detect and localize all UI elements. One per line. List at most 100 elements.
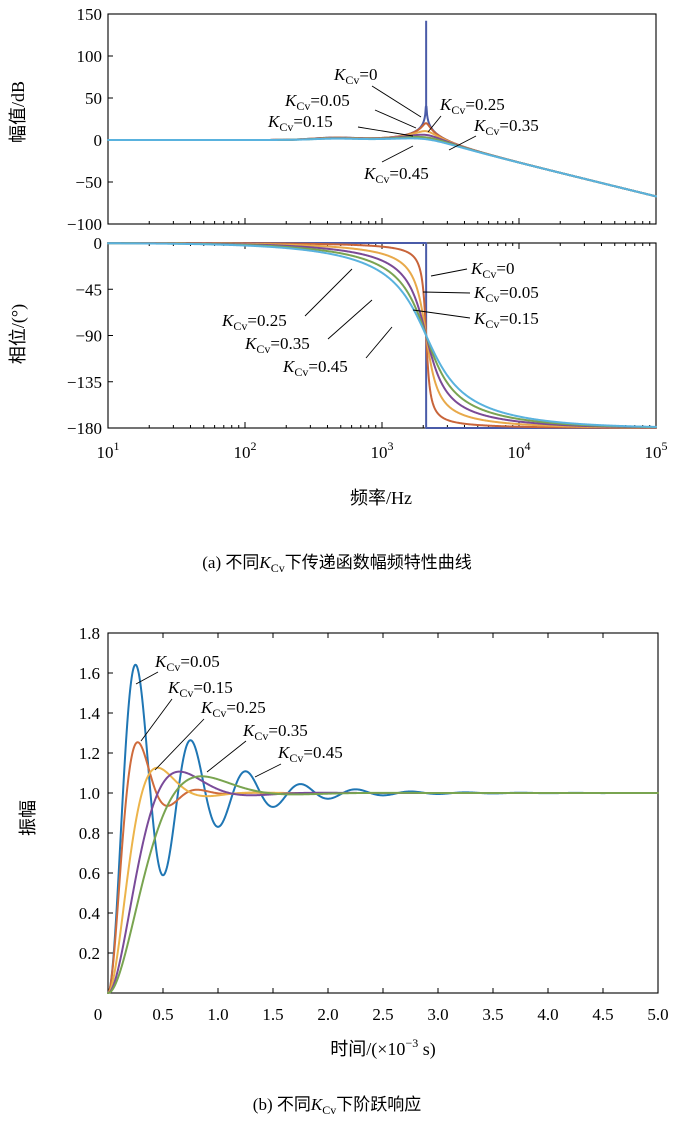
step-ytick-label: 0.6 <box>79 864 100 883</box>
phase-label-kcv-0-15: KCv=0.15 <box>473 309 539 331</box>
step-label-kcv-0-05: KCv=0.05 <box>154 652 220 674</box>
step-xtick-label: 0.5 <box>152 1005 173 1024</box>
phase-ytick-label: −45 <box>75 280 102 299</box>
phase-label-kcv-0-25: KCv=0.25 <box>221 311 287 333</box>
phase-series-kcv-0 <box>107 242 657 429</box>
step-label-kcv-0-45: KCv=0.45 <box>277 743 343 765</box>
phase-label-kcv-0-05: KCv=0.05 <box>473 283 539 305</box>
step-leader-kcv-0-45 <box>254 763 282 778</box>
phase-series-kcv-0-25 <box>107 242 657 429</box>
magnitude-y-label: 幅值/dB <box>8 81 28 143</box>
frequency-tick-label: 105 <box>645 439 668 462</box>
magnitude-leader-kcv-0-25 <box>427 115 442 133</box>
step-xtick-label: 3.5 <box>482 1005 503 1024</box>
step-ytick-label: 1.6 <box>79 664 100 683</box>
step-leader-kcv-0-05 <box>135 671 159 685</box>
phase-y-label: 相位/(°) <box>8 304 29 364</box>
magnitude-ytick-label: 50 <box>85 89 102 108</box>
amplitude-y-label: 振幅 <box>18 800 38 836</box>
phase-ytick-label: −90 <box>75 327 102 346</box>
magnitude-label-kcv-0-25: KCv=0.25 <box>439 95 505 117</box>
phase-ytick-label: 0 <box>94 234 103 253</box>
phase-series-kcv-0-05 <box>107 242 657 429</box>
magnitude-leader-kcv-0-35 <box>448 135 477 151</box>
step-leader-kcv-0-15 <box>140 698 173 742</box>
step-ytick-label: 0.4 <box>79 904 101 923</box>
phase-ytick-label: −135 <box>67 373 102 392</box>
magnitude-ytick-label: 0 <box>94 131 103 150</box>
step-ytick-label: 1.0 <box>79 784 100 803</box>
caption-a: (a) 不同KCv下传递函数幅频特性曲线 <box>202 553 471 575</box>
caption-b: (b) 不同KCv下阶跃响应 <box>253 1095 421 1117</box>
frequency-tick-label: 104 <box>508 439 531 462</box>
step-label-kcv-0-25: KCv=0.25 <box>200 698 266 720</box>
caption-a-suffix: 下传递函数幅频特性曲线 <box>285 553 472 572</box>
magnitude-leader-kcv-0-45 <box>381 145 414 163</box>
frequency-tick-label: 101 <box>97 439 120 462</box>
magnitude-label-kcv-0-45: KCv=0.45 <box>363 164 429 186</box>
step-series-kcv-0-25 <box>107 766 659 994</box>
time-x-label: 时间/(×10−3 s) <box>330 1036 435 1060</box>
step-ytick-label: 0.2 <box>79 944 100 963</box>
caption-b-sub: Cv <box>322 1103 336 1117</box>
magnitude-frame <box>107 13 657 225</box>
step-xtick-label: 0 <box>94 1005 103 1024</box>
phase-series-kcv-0-35 <box>107 242 657 429</box>
step-ytick-label: 1.2 <box>79 744 100 763</box>
magnitude-leader-kcv-0-15 <box>357 126 414 137</box>
phase-leader-kcv-0-45 <box>365 326 393 359</box>
step-xtick-label: 1.5 <box>262 1005 283 1024</box>
phase-frame <box>107 242 657 429</box>
caption-b-suffix: 下阶跃响应 <box>336 1095 421 1114</box>
magnitude-label-kcv-0-05: KCv=0.05 <box>284 91 350 113</box>
magnitude-leader-kcv-0 <box>371 85 422 118</box>
caption-b-prefix: (b) 不同 <box>253 1095 311 1114</box>
step-ytick-label: 0.8 <box>79 824 100 843</box>
step-ytick-label: 1.4 <box>79 704 101 723</box>
step-leader-kcv-0-35 <box>206 740 247 773</box>
phase-series-kcv-0-15 <box>107 242 657 429</box>
step-xtick-label: 5.0 <box>647 1005 668 1024</box>
phase-leader-kcv-0-05 <box>422 291 471 294</box>
caption-a-prefix: (a) 不同 <box>202 553 259 572</box>
step-ytick-label: 1.8 <box>79 624 100 643</box>
magnitude-label-kcv-0-35: KCv=0.35 <box>473 116 539 138</box>
step-label-kcv-0-15: KCv=0.15 <box>167 678 233 700</box>
time-x-label-main: 时间/(×10 <box>330 1039 405 1060</box>
step-series-kcv-0-45 <box>107 775 659 994</box>
step-leader-kcv-0-25 <box>154 718 205 771</box>
step-response-plot: 1.8 1.6 1.4 1.2 1.0 0.8 0.6 0.4 0.2 0 0.5 1.0 1.5 2.0… <box>79 624 669 1024</box>
frequency-tick-label: 103 <box>371 439 394 462</box>
magnitude-ytick-label: −100 <box>67 215 102 234</box>
magnitude-leader-kcv-0-05 <box>374 109 417 129</box>
magnitude-ytick-label: 150 <box>77 5 103 24</box>
phase-leader-kcv-0-15 <box>412 309 471 319</box>
step-series-kcv-0-05 <box>107 663 659 994</box>
time-x-label-unit: s) <box>418 1039 436 1060</box>
step-series-kcv-0-15 <box>107 741 659 994</box>
frequency-x-label: 频率/Hz <box>350 488 412 508</box>
step-label-kcv-0-35: KCv=0.35 <box>242 721 308 743</box>
phase-label-kcv-0-35: KCv=0.35 <box>244 334 310 356</box>
step-xtick-label: 4.5 <box>592 1005 613 1024</box>
step-xtick-label: 2.5 <box>372 1005 393 1024</box>
phase-leader-kcv-0 <box>430 268 468 277</box>
magnitude-label-kcv-0-15: KCv=0.15 <box>267 112 333 134</box>
phase-label-kcv-0-45: KCv=0.45 <box>282 357 348 379</box>
step-series-kcv-0-35 <box>107 770 659 994</box>
caption-b-k: K <box>310 1095 324 1114</box>
time-x-label-exp: −3 <box>405 1036 418 1050</box>
phase-leader-kcv-0-35 <box>327 299 373 340</box>
phase-ytick-label: −180 <box>67 419 102 438</box>
step-xtick-label: 2.0 <box>317 1005 338 1024</box>
magnitude-label-kcv-0: KCv=0 <box>333 65 377 87</box>
step-xtick-label: 1.0 <box>207 1005 228 1024</box>
magnitude-series-kcv-0-25 <box>107 133 657 198</box>
step-xtick-label: 3.0 <box>427 1005 448 1024</box>
frequency-tick-label: 102 <box>234 439 257 462</box>
phase-label-kcv-0: KCv=0 <box>470 259 514 281</box>
magnitude-ytick-label: 100 <box>77 47 103 66</box>
magnitude-series-kcv-0-35 <box>107 135 657 198</box>
step-xtick-label: 4.0 <box>537 1005 558 1024</box>
magnitude-series-kcv-0-45 <box>107 137 657 198</box>
